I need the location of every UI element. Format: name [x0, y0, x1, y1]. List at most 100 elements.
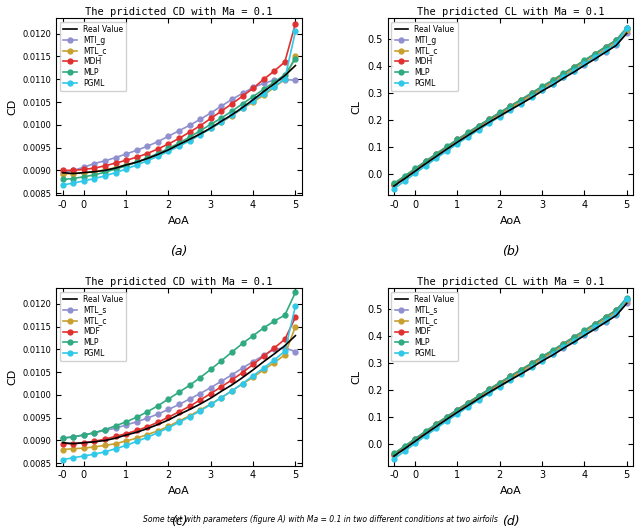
- PGML: [218, 395, 225, 401]
- Y-axis label: CD: CD: [7, 369, 17, 385]
- MLP: [549, 347, 557, 353]
- MTL_c: [559, 343, 567, 349]
- MTL_c: [196, 407, 204, 413]
- MTI_g: [175, 127, 183, 134]
- MLP: [186, 382, 193, 388]
- MTI_g: [580, 61, 588, 68]
- Real Value: [623, 300, 630, 307]
- MTL_c: [133, 159, 141, 166]
- Real Value: [549, 82, 557, 88]
- MTL_s: [485, 388, 493, 394]
- MLP: [496, 379, 504, 386]
- MTL_c: [80, 445, 88, 451]
- MLP: [443, 143, 451, 150]
- Real Value: [464, 132, 472, 139]
- MLP: [154, 403, 162, 409]
- MTL_c: [412, 437, 419, 444]
- MTL_s: [591, 325, 599, 331]
- MLP: [91, 430, 99, 436]
- MTL_c: [454, 408, 461, 415]
- PGML: [133, 162, 141, 168]
- MDH: [59, 167, 67, 174]
- MTL_c: [580, 59, 588, 66]
- MLP: [570, 334, 578, 340]
- MTL_c: [412, 168, 419, 174]
- MDF: [239, 369, 246, 376]
- MTL_c: [422, 430, 429, 436]
- MDH: [91, 165, 99, 171]
- MDF: [80, 440, 88, 446]
- MTL_s: [196, 390, 204, 397]
- MLP: [475, 393, 483, 399]
- MDH: [101, 162, 109, 169]
- PGML: [239, 380, 246, 387]
- Title: The pridicted CD with Ma = 0.1: The pridicted CD with Ma = 0.1: [85, 7, 273, 17]
- Real Value: [506, 377, 514, 383]
- Real Value: [112, 165, 120, 171]
- MDF: [143, 424, 151, 430]
- MDF: [612, 307, 620, 314]
- Real Value: [496, 383, 504, 389]
- Line: PGML: PGML: [392, 26, 629, 191]
- MTL_c: [112, 441, 120, 447]
- MTL_s: [433, 422, 440, 428]
- MDH: [292, 21, 300, 27]
- Legend: Real Value, MTL_s, MTL_c, MDF, MLP, PGML: Real Value, MTL_s, MTL_c, MDF, MLP, PGML: [392, 291, 458, 361]
- Line: MLP: MLP: [60, 290, 298, 441]
- PGML: [422, 433, 429, 439]
- MDF: [580, 327, 588, 334]
- Line: Real Value: Real Value: [394, 304, 627, 456]
- MDF: [443, 414, 451, 420]
- MLP: [612, 37, 620, 43]
- Real Value: [412, 168, 419, 175]
- MDF: [559, 341, 567, 347]
- Real Value: [239, 104, 246, 111]
- PGML: [401, 178, 408, 184]
- MLP: [443, 413, 451, 419]
- MTL_c: [271, 84, 278, 90]
- MTL_s: [281, 345, 289, 351]
- Title: The pridicted CL with Ma = 0.1: The pridicted CL with Ma = 0.1: [417, 7, 604, 17]
- MLP: [401, 173, 408, 179]
- X-axis label: AoA: AoA: [168, 216, 190, 226]
- MDH: [271, 68, 278, 74]
- Real Value: [549, 352, 557, 358]
- MDH: [218, 108, 225, 114]
- MDF: [218, 384, 225, 390]
- MDF: [422, 428, 429, 435]
- Real Value: [422, 160, 429, 167]
- MDF: [623, 295, 630, 302]
- MDF: [112, 433, 120, 440]
- PGML: [559, 74, 567, 80]
- Real Value: [218, 118, 225, 124]
- PGML: [164, 425, 172, 431]
- MTL_c: [101, 167, 109, 173]
- MLP: [292, 289, 300, 296]
- MDH: [122, 157, 130, 163]
- MTL_s: [390, 452, 398, 458]
- MTL_c: [602, 316, 609, 323]
- Real Value: [538, 88, 546, 94]
- Line: MDH: MDH: [60, 21, 298, 173]
- Real Value: [612, 313, 620, 319]
- Real Value: [281, 342, 289, 349]
- MLP: [422, 158, 429, 164]
- PGML: [506, 377, 514, 384]
- PGML: [412, 170, 419, 177]
- PGML: [602, 48, 609, 54]
- MDF: [260, 353, 268, 359]
- MTL_c: [549, 349, 557, 355]
- MLP: [260, 325, 268, 331]
- PGML: [101, 172, 109, 179]
- MTI_g: [239, 90, 246, 96]
- MDF: [91, 438, 99, 444]
- MLP: [207, 366, 214, 372]
- MDH: [186, 129, 193, 135]
- MTL_c: [570, 336, 578, 343]
- MDH: [464, 130, 472, 136]
- MTL_c: [475, 125, 483, 131]
- MTL_c: [591, 323, 599, 329]
- Legend: Real Value, MTI_g, MTL_c, MDH, MLP, PGML: Real Value, MTI_g, MTL_c, MDH, MLP, PGML: [392, 22, 458, 91]
- MDF: [412, 436, 419, 442]
- MDH: [580, 57, 588, 63]
